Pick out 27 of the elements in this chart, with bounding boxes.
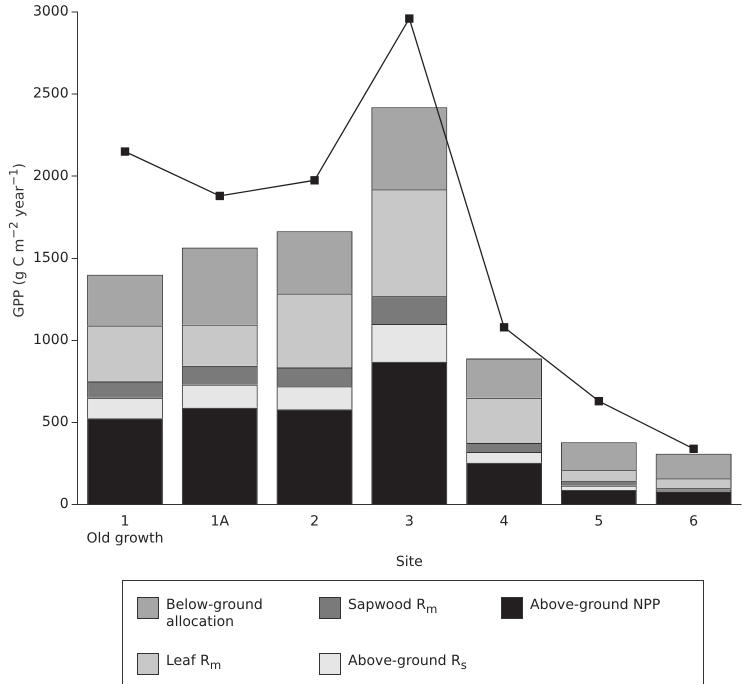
- legend-label: Leaf R$_{m}$: [166, 653, 222, 674]
- y-tick-label: 1000: [32, 332, 69, 348]
- y-tick-label: 2000: [32, 168, 69, 184]
- point: [500, 323, 508, 332]
- point: [689, 444, 698, 453]
- point: [120, 147, 130, 156]
- point: [216, 192, 224, 200]
- x-tick-label: 1 Old growth: [86, 514, 164, 546]
- legend-label: Above-ground R$_{s}$: [348, 653, 467, 674]
- point: [405, 14, 414, 23]
- legend-label: Above-ground NPP: [530, 597, 660, 614]
- y-tick-label: 1500: [32, 250, 69, 266]
- x-tick-label: 5: [594, 514, 604, 530]
- x-tick-label: 4: [500, 514, 509, 530]
- x-tick-label: 1A: [210, 514, 230, 530]
- x-tick-label: 6: [689, 514, 698, 530]
- legend-label: Sapwood R$_{m}$: [348, 597, 438, 618]
- x-tick-label: 2: [310, 514, 320, 530]
- x-axis-title: Site: [396, 554, 423, 570]
- x-tick-label: 3: [404, 514, 414, 530]
- y-tick-label: 2500: [32, 86, 69, 102]
- point: [310, 176, 319, 184]
- point: [594, 396, 604, 406]
- y-tick-label: 500: [42, 414, 69, 430]
- y-tick-label: 3000: [32, 4, 69, 20]
- legend-label: Below-ground allocation: [166, 597, 264, 631]
- y-tick-label: 0: [60, 496, 69, 512]
